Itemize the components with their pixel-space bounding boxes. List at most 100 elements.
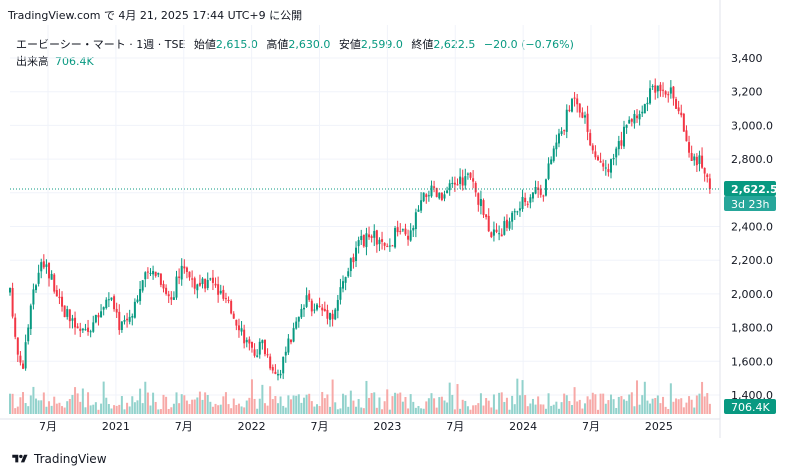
volume-bar [482,405,485,414]
price-axis[interactable]: 3,4003,2003,000.02,800.02,600.02,400.02,… [731,52,773,402]
volume-bar [45,406,48,414]
x-tick-label: 2025 [645,420,673,433]
volume-bar [690,399,693,414]
volume-bar [708,403,711,414]
candle-body [110,297,113,300]
symbol-label[interactable]: エービーシー・マート · 1週 · TSE [16,38,186,51]
volume-bar [378,397,381,414]
candle-body [204,278,207,289]
candle-body [498,233,501,235]
volume-bar [224,392,227,414]
candle-body [118,311,121,331]
candle-body [107,299,110,301]
volume-bar [334,402,337,414]
volume-bar [505,397,508,414]
volume-bar [58,402,61,414]
tradingview-footer[interactable]: TradingView [12,452,107,466]
volume-bar [479,393,482,414]
volume-bar [152,392,155,414]
candle-body [469,172,472,178]
volume-bar [537,396,540,414]
volume-bar [487,400,490,414]
volume-bar [243,407,246,414]
volume-bar [235,404,238,414]
candle-body [172,297,175,300]
candle-body [183,266,186,269]
volume-bar [349,390,352,414]
volume-bar [149,405,152,414]
volume-bar [342,393,345,414]
y-tick-label: 2,000.0 [731,288,773,301]
candle-body [630,119,633,122]
volume-bar [409,394,412,414]
volume-bar [188,404,191,414]
candlesticks [9,78,711,381]
candle-body [620,140,623,146]
volume-bar [352,400,355,414]
volume-bar [92,404,95,414]
candle-body [394,228,397,248]
volume-bar [81,388,84,414]
candle-body [404,228,407,235]
candle-body [417,209,420,212]
candle-body [79,328,82,331]
candle-body [19,355,22,363]
volume-bar [511,395,514,414]
volume-bar [211,406,214,414]
candle-body [105,299,108,309]
candle-body [651,86,654,88]
volume-bar [539,404,542,414]
candle-body [224,298,227,300]
candle-body [24,342,27,369]
y-tick-label: 1,400.0 [731,389,773,402]
volume-bar [113,405,116,414]
candle-body [583,115,586,118]
candle-body [198,282,201,286]
candle-body [563,130,566,132]
volume-bar [492,394,495,414]
volume-bar [565,395,568,414]
volume-bar [94,402,97,414]
volume-bar [347,406,350,414]
candle-body [321,307,324,311]
volume-bar [284,407,287,414]
candle-body [297,316,300,322]
x-tick-label: 2023 [373,420,401,433]
candle-body [654,85,657,93]
candle-body [42,261,45,268]
candle-body [526,203,529,205]
candle-body [414,212,417,230]
volume-bar [175,392,178,414]
volume-bar [472,405,475,414]
volume-bar [110,408,113,414]
volume-bar [126,402,129,414]
volume-bar [682,407,685,414]
time-axis[interactable]: 7月 2021 7月 2022 7月 2023 7月 2024 7月 2025 [39,420,673,433]
volume-bar [544,408,547,414]
volume-bar [120,396,123,414]
candle-body [289,339,292,343]
volume-bar [381,409,384,414]
candle-body [152,270,155,275]
close-label: 終値 [411,38,434,51]
candle-body [383,242,386,246]
candle-body [438,192,441,199]
candle-body [612,157,615,160]
volume-bar [427,398,430,414]
volume-bar [24,403,27,414]
volume-bar [245,400,248,414]
candle-body [128,316,131,322]
candle-body [206,280,209,289]
volume-bar [193,399,196,414]
volume-bar [227,404,230,414]
candle-body [339,287,342,300]
candle-body [487,215,490,232]
candle-body [586,113,589,132]
candle-body [144,272,147,280]
volume-bar [633,406,636,414]
candle-body [557,133,560,144]
candle-body [94,314,97,323]
candle-body [544,179,547,196]
volume-bar [401,401,404,414]
